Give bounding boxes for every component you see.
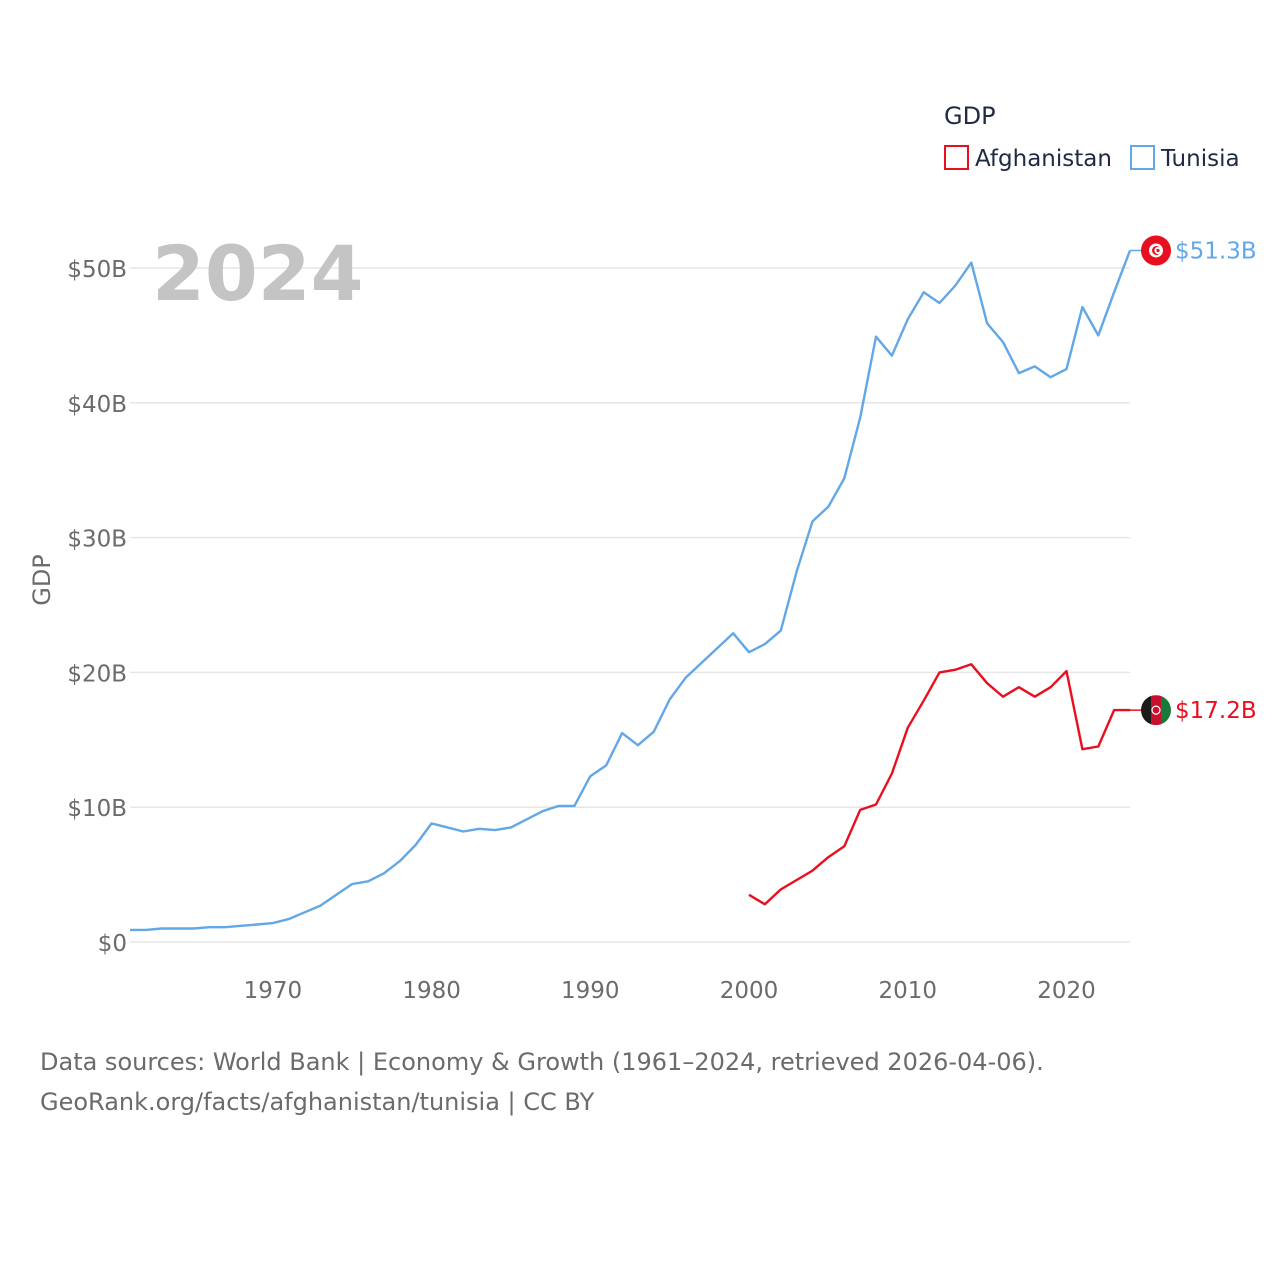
y-axis-ticks: $0 $10B $20B $30B $40B $50B [67, 257, 127, 957]
y-tick-label: $40B [67, 392, 127, 418]
y-tick-label: $50B [67, 257, 127, 283]
x-tick-label: 1990 [561, 978, 620, 1004]
grid-lines [130, 267, 1130, 943]
line-tunisia [130, 250, 1132, 932]
end-label-afghanistan: $17.2B [1175, 698, 1257, 724]
series-lines [130, 250, 1132, 932]
x-tick-label: 1970 [244, 978, 303, 1004]
y-axis-label: GDP [28, 554, 56, 606]
y-tick-label: $10B [67, 796, 127, 822]
afghanistan-flag-icon [1141, 695, 1171, 726]
x-tick-label: 1980 [402, 978, 461, 1004]
y-tick-label: $20B [67, 661, 127, 687]
footer: Data sources: World Bank | Economy & Gro… [40, 1042, 1044, 1122]
line-afghanistan [748, 663, 1130, 906]
x-axis-ticks: 1970 1980 1990 2000 2010 2020 [244, 978, 1096, 1004]
legend-label-afghanistan: Afghanistan [975, 146, 1112, 172]
y-tick-label: $0 [98, 931, 127, 957]
legend-title: GDP [944, 102, 996, 130]
footer-link[interactable]: GeoRank.org/facts/afghanistan/tunisia | … [40, 1088, 595, 1116]
x-tick-label: 2000 [720, 978, 779, 1004]
end-label-tunisia: $51.3B [1175, 238, 1257, 264]
series-end-markers: $17.2B $51.3B [1130, 235, 1257, 726]
x-tick-label: 2020 [1037, 978, 1096, 1004]
legend-label-tunisia: Tunisia [1160, 146, 1240, 172]
legend-swatch-afghanistan [944, 145, 969, 170]
chart: $0 $10B $20B $30B $40B $50B 1970 1980 1990 2000 2… [28, 102, 1257, 1004]
legend-swatch-tunisia [1130, 145, 1155, 170]
footer-sources: Data sources: World Bank | Economy & Gro… [40, 1048, 1044, 1076]
year-label: 2024 [152, 229, 364, 318]
tunisia-flag-icon [1141, 235, 1171, 266]
legend: GDP Afghanistan Tunisia [944, 102, 1240, 172]
x-tick-label: 2010 [879, 978, 938, 1004]
y-tick-label: $30B [67, 527, 127, 553]
